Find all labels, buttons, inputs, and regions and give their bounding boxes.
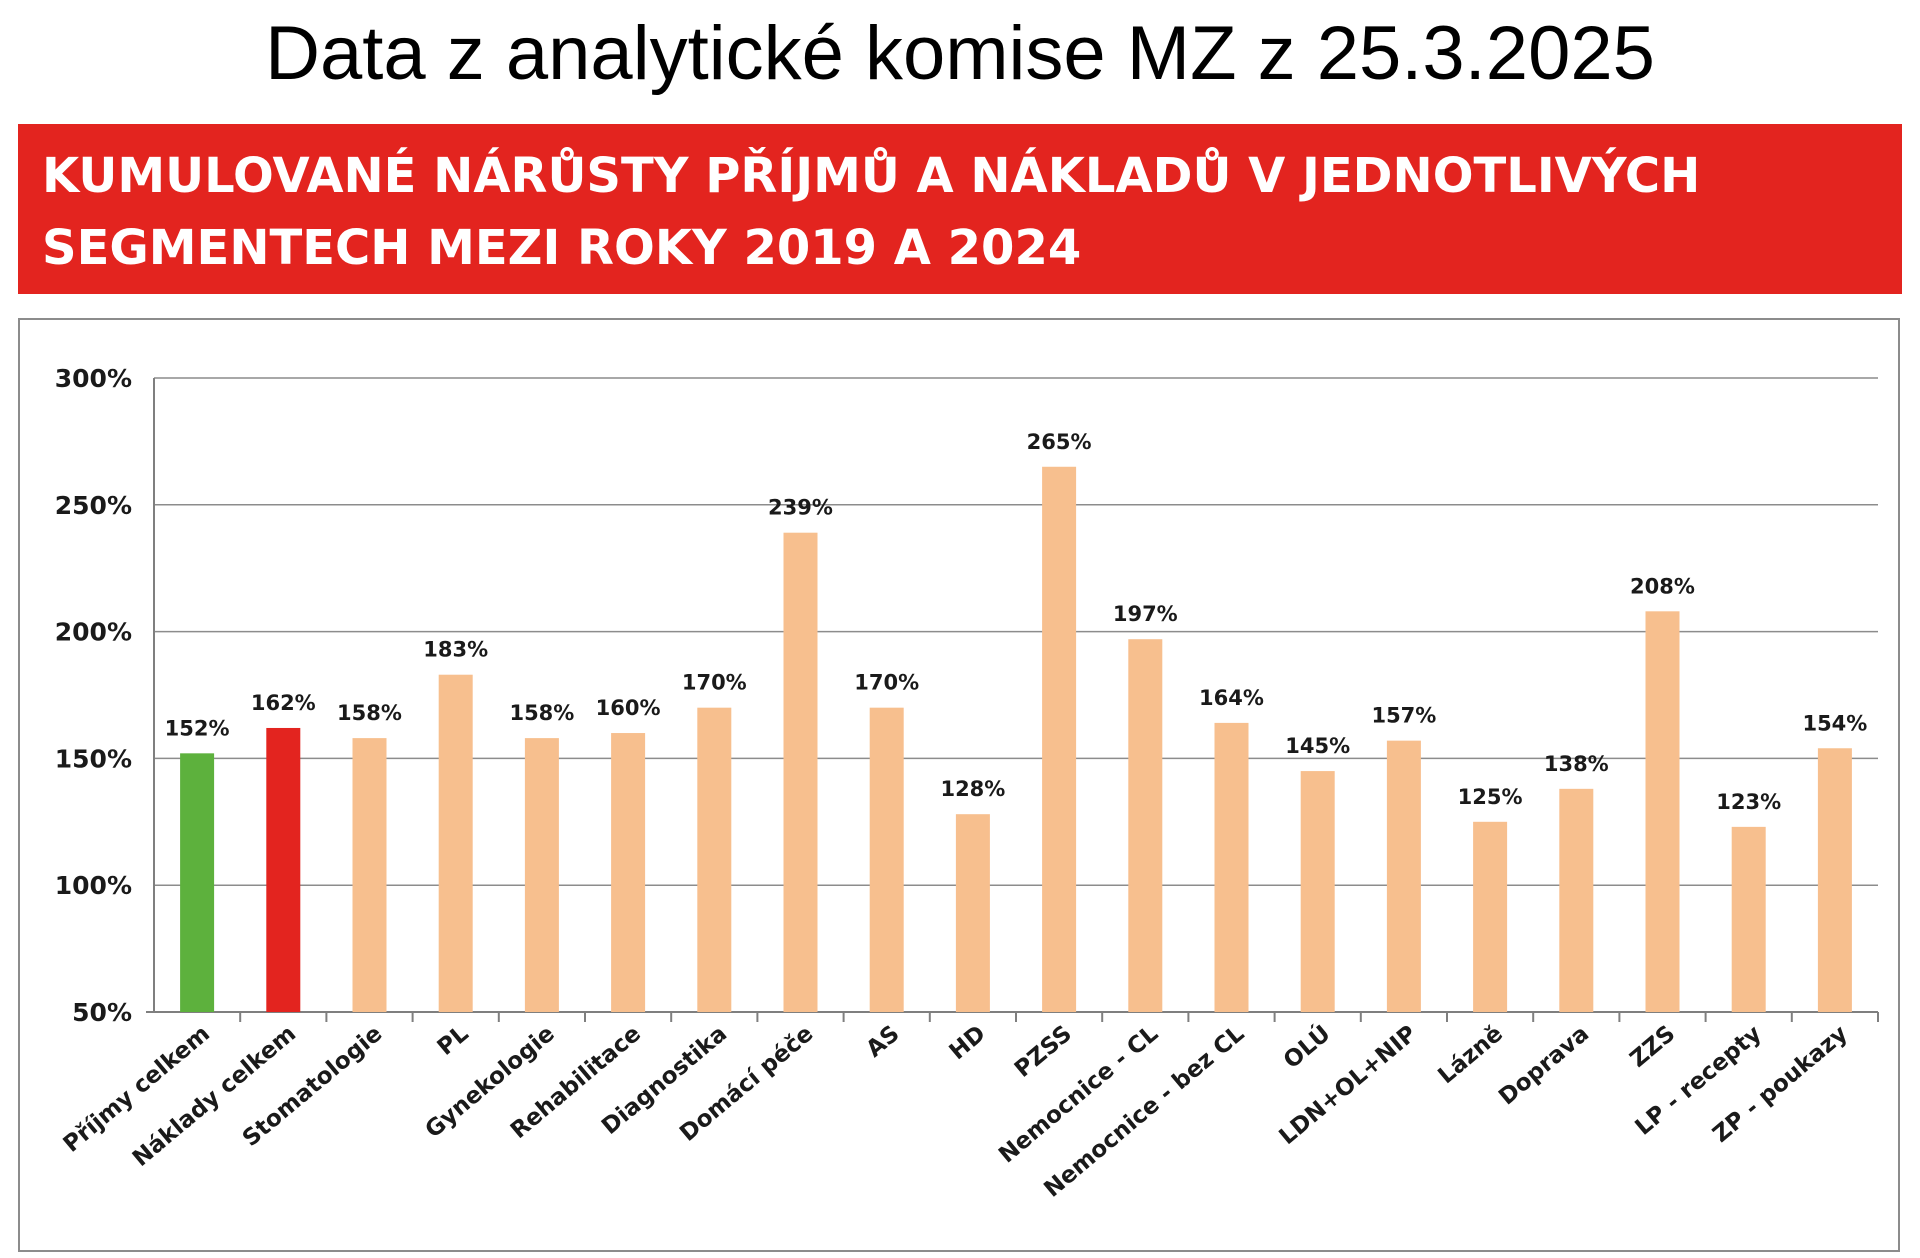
data-label: 170% bbox=[682, 671, 747, 695]
y-tick-label: 150% bbox=[55, 744, 132, 773]
data-label: 152% bbox=[165, 716, 230, 740]
data-label: 158% bbox=[337, 701, 402, 725]
x-tick-label: Lázně bbox=[1433, 1021, 1508, 1089]
data-label: 160% bbox=[596, 696, 661, 720]
data-label: 154% bbox=[1802, 711, 1867, 735]
bar bbox=[1300, 771, 1335, 1012]
data-label: 239% bbox=[768, 496, 833, 520]
data-label: 157% bbox=[1371, 704, 1436, 728]
bar bbox=[1128, 639, 1163, 1012]
bar bbox=[266, 727, 301, 1012]
bar bbox=[1042, 466, 1077, 1012]
data-label: 138% bbox=[1544, 752, 1609, 776]
bar bbox=[1473, 821, 1508, 1012]
chart-title-line-1: KUMULOVANÉ NÁRŮSTY PŘÍJMŮ A NÁKLADŮ V JE… bbox=[42, 148, 1701, 204]
chart-frame: 50% 100% 150% 200% 250% 300% 152% Příjmy celkem… bbox=[18, 318, 1900, 1252]
data-label: 128% bbox=[940, 777, 1005, 801]
y-tick-label: 50% bbox=[72, 998, 132, 1027]
x-tick-label: OLÚ bbox=[1278, 1019, 1336, 1074]
data-label: 162% bbox=[251, 691, 316, 715]
chart-title-banner: KUMULOVANÉ NÁRŮSTY PŘÍJMŮ A NÁKLADŮ V JE… bbox=[18, 124, 1902, 294]
data-label: 170% bbox=[854, 671, 919, 695]
page-title: Data z analytické komise MZ z 25.3.2025 bbox=[265, 11, 1655, 96]
bar bbox=[1559, 788, 1594, 1012]
x-tick-label: Nemocnice - CL bbox=[994, 1020, 1163, 1168]
bar-chart: 50% 100% 150% 200% 250% 300% 152% Příjmy celkem… bbox=[55, 364, 1879, 1203]
data-label: 158% bbox=[509, 701, 574, 725]
data-label: 125% bbox=[1458, 785, 1523, 809]
data-label: 145% bbox=[1285, 734, 1350, 758]
x-tick-label: PL bbox=[433, 1020, 474, 1060]
bar bbox=[180, 753, 215, 1012]
x-tick-label: HD bbox=[945, 1021, 991, 1066]
data-label: 123% bbox=[1716, 790, 1781, 814]
x-tick-label: PZSS bbox=[1010, 1021, 1077, 1083]
chart-title-line-2: SEGMENTECH MEZI ROKY 2019 A 2024 bbox=[42, 220, 1082, 276]
data-label: 183% bbox=[423, 638, 488, 662]
x-tick-label: Doprava bbox=[1494, 1021, 1594, 1111]
data-label: 197% bbox=[1113, 602, 1178, 626]
bar bbox=[1817, 748, 1852, 1012]
bar bbox=[697, 707, 732, 1012]
y-tick-label: 200% bbox=[55, 618, 132, 647]
data-label: 265% bbox=[1027, 430, 1092, 454]
bar bbox=[869, 707, 904, 1012]
bar bbox=[1645, 611, 1680, 1012]
x-tick-label: ZZS bbox=[1625, 1021, 1680, 1073]
x-tick-label: Náklady celkem bbox=[128, 1021, 301, 1172]
x-tick-label: AS bbox=[862, 1021, 905, 1063]
bar bbox=[1214, 722, 1249, 1012]
bar bbox=[1731, 826, 1766, 1012]
bar bbox=[955, 814, 990, 1012]
y-tick-label: 100% bbox=[55, 871, 132, 900]
y-tick-label: 300% bbox=[55, 364, 132, 393]
bar bbox=[438, 674, 473, 1012]
bar bbox=[1386, 740, 1421, 1012]
y-tick-label: 250% bbox=[55, 491, 132, 520]
x-tick-label: Příjmy celkem bbox=[59, 1021, 215, 1158]
bar bbox=[524, 738, 559, 1012]
bar bbox=[352, 738, 387, 1012]
data-label: 208% bbox=[1630, 574, 1695, 598]
data-label: 164% bbox=[1199, 686, 1264, 710]
bar bbox=[783, 532, 818, 1012]
bar bbox=[611, 733, 646, 1012]
